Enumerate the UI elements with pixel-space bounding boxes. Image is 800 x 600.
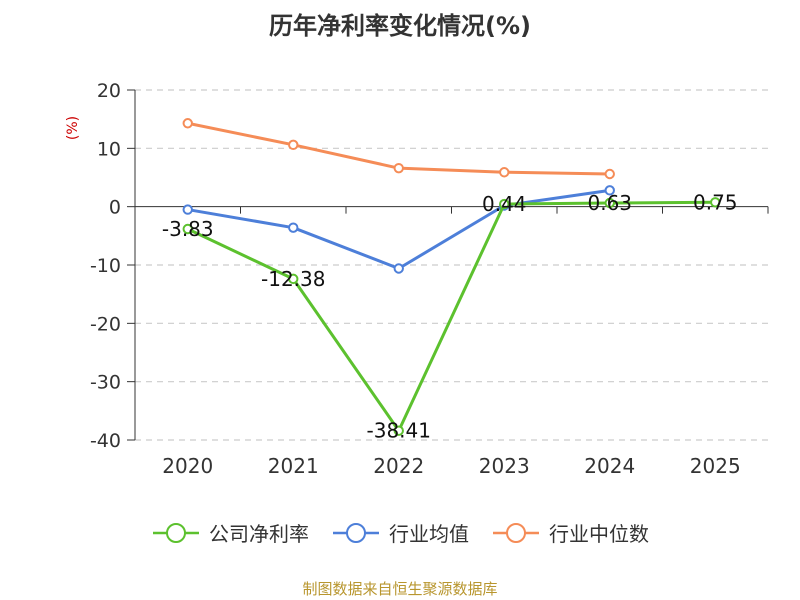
- data-label: 0.63: [587, 191, 632, 215]
- x-tick-label: 2023: [479, 454, 530, 478]
- series: [182, 118, 721, 436]
- legend-circle: [346, 522, 366, 543]
- data-label: -12.38: [261, 267, 325, 291]
- chart-title: 历年净利率变化情况(%): [269, 12, 531, 40]
- legend-marker-icon: [153, 522, 199, 543]
- data-point: [182, 118, 193, 129]
- series-line: [187, 200, 716, 433]
- axes: 20 10 0 -10 -20 -30 -40 2020 2021 2022 2023 2024 202…: [90, 80, 769, 478]
- x-tick-label: 2022: [373, 454, 424, 478]
- legend: 公司净利率 行业均值 行业中位数: [0, 518, 800, 547]
- data-point: [288, 273, 299, 285]
- data-point: [182, 204, 193, 215]
- x-tick-label: 2025: [690, 454, 741, 478]
- y-tick-label: -30: [90, 372, 121, 394]
- source-note: 制图数据来自恒生聚源数据库: [302, 580, 498, 598]
- data-point: [393, 263, 404, 274]
- x-tick-label: 2024: [584, 454, 635, 478]
- legend-circle: [166, 522, 186, 543]
- data-point: [604, 197, 615, 209]
- data-point: [499, 198, 510, 210]
- data-point: [710, 197, 721, 208]
- grid-lines: [135, 89, 768, 441]
- legend-item: 公司净利率: [151, 518, 309, 547]
- data-point: [288, 222, 299, 233]
- y-tick-label: 20: [97, 80, 121, 102]
- data-label: -38.41: [367, 419, 431, 443]
- data-label: 0.44: [482, 192, 527, 216]
- y-axis-label: (%): [65, 116, 81, 140]
- y-tick-label: 0: [109, 197, 121, 219]
- data-label: 0.75: [693, 190, 738, 214]
- series-line: [187, 188, 610, 270]
- data-point: [182, 223, 193, 235]
- data-point: [604, 168, 615, 180]
- legend-item: 行业中位数: [491, 518, 649, 547]
- data-label: -3.83: [162, 217, 214, 241]
- x-tick-label: 2021: [268, 454, 319, 478]
- legend-label: 行业均值: [389, 522, 469, 546]
- data-labels: -3.83 -12.38 -38.41 0.44 0.63 0.75: [162, 190, 738, 442]
- data-point: [393, 162, 404, 174]
- legend-item: 行业均值: [331, 518, 469, 547]
- data-point: [604, 185, 615, 196]
- x-tick-label: 2020: [162, 454, 213, 478]
- y-tick-label: -10: [90, 255, 121, 277]
- legend-label: 公司净利率: [209, 522, 309, 546]
- legend-marker-icon: [333, 522, 379, 543]
- y-tick-label: -40: [90, 430, 121, 452]
- data-point: [288, 139, 299, 151]
- legend-marker-icon: [493, 522, 539, 543]
- data-point: [499, 167, 510, 178]
- y-tick-label: -20: [90, 313, 121, 335]
- y-tick-label: 10: [97, 138, 121, 160]
- legend-label: 行业中位数: [549, 522, 649, 546]
- data-point: [393, 425, 404, 436]
- legend-circle: [506, 522, 526, 543]
